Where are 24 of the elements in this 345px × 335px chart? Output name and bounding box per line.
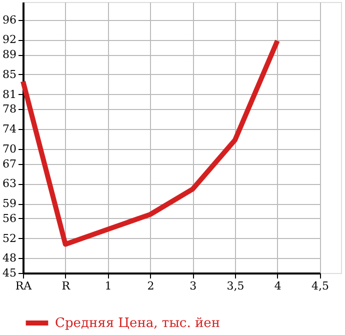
y-tick-label: 45 xyxy=(2,266,16,280)
y-tick-label: 67 xyxy=(2,157,16,170)
y-tick-label: 56 xyxy=(2,212,16,225)
legend-label: Средняя Цена, тыс. йен xyxy=(55,316,220,331)
x-tick-label: 3 xyxy=(190,280,197,292)
x-tick-label: RA xyxy=(15,280,33,292)
y-tick-label: 92 xyxy=(2,33,16,46)
y-tick-label: 89 xyxy=(2,48,16,62)
y-tick-label: 59 xyxy=(2,197,16,210)
y-tick-label: 78 xyxy=(2,102,16,116)
x-tick-label: 3,5 xyxy=(226,280,244,292)
y-tick-label: 52 xyxy=(2,232,16,245)
y-tick-label: 81 xyxy=(2,88,16,101)
x-tick-label: 2 xyxy=(147,280,154,292)
x-tick-label: 4,5 xyxy=(312,280,330,292)
y-tick-label: 85 xyxy=(2,68,16,81)
x-tick-label: 4 xyxy=(274,280,282,292)
y-tick-label: 48 xyxy=(2,252,16,265)
y-tick-label: 70 xyxy=(2,142,16,156)
x-tick-label: R xyxy=(62,280,71,292)
y-tick-label: 96 xyxy=(2,13,16,26)
x-tick-label: 1 xyxy=(104,280,112,292)
y-tick-label: 74 xyxy=(2,122,16,136)
y-tick-label: 63 xyxy=(2,177,16,190)
